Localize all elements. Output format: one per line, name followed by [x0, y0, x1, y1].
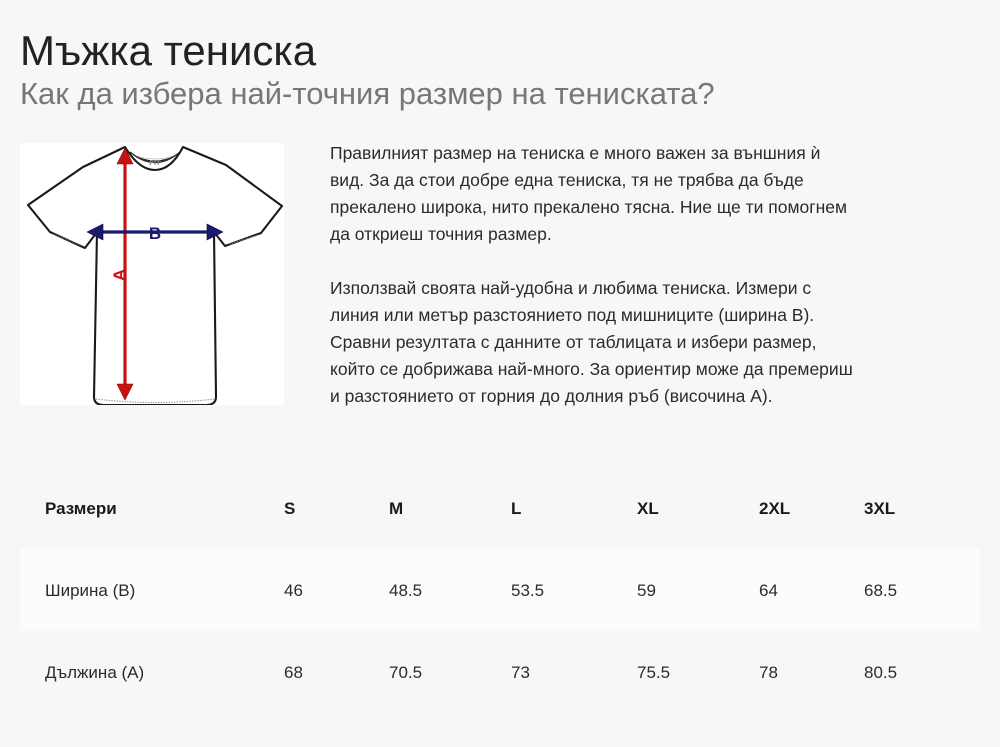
svg-text:A: A	[110, 269, 129, 281]
svg-text:B: B	[149, 224, 161, 243]
svg-text:FIT: FIT	[149, 158, 161, 167]
